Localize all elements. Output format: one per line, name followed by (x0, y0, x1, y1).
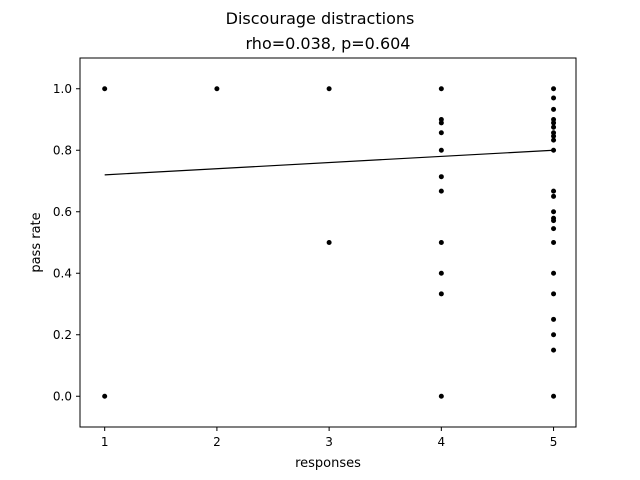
data-point (551, 347, 557, 353)
data-point (438, 291, 444, 297)
data-point (102, 393, 108, 399)
data-point (551, 270, 557, 276)
data-point (551, 188, 557, 194)
data-point (551, 240, 557, 245)
data-point (438, 240, 444, 245)
y-tick-label: 0.6 (53, 205, 72, 219)
x-tick-label: 4 (438, 435, 446, 449)
x-tick-label: 1 (101, 435, 109, 449)
data-point (214, 86, 220, 92)
data-point (551, 291, 557, 297)
data-point (551, 393, 557, 399)
data-point (326, 240, 332, 245)
y-tick-label: 0.2 (53, 328, 72, 342)
data-point (438, 174, 444, 180)
data-point (551, 209, 557, 215)
chart-title: Discourage distractions (226, 9, 415, 28)
data-point (551, 226, 557, 232)
data-point (551, 95, 557, 101)
data-point (438, 86, 444, 92)
data-point (551, 332, 557, 338)
y-tick-label: 1.0 (53, 82, 72, 96)
plot-marks (102, 86, 557, 399)
y-tick-label: 0.8 (53, 143, 72, 157)
data-point (438, 120, 444, 126)
x-tick-label: 2 (213, 435, 221, 449)
plot-frame (79, 57, 577, 428)
y-axis-label: pass rate (29, 212, 44, 272)
y-tick-label: 0.4 (53, 266, 72, 280)
data-point (438, 147, 444, 153)
data-point (551, 316, 557, 322)
data-point (551, 137, 557, 143)
data-point (326, 86, 332, 92)
data-point (551, 133, 557, 139)
x-tick-label: 3 (325, 435, 333, 449)
x-axis-label: responses (295, 456, 361, 471)
data-point (551, 86, 557, 92)
data-point (551, 218, 557, 224)
data-point (102, 86, 108, 92)
data-point (551, 120, 557, 126)
data-point (551, 124, 557, 130)
data-point (438, 270, 444, 276)
data-point (438, 188, 444, 194)
data-point (551, 106, 557, 112)
regression-line (104, 149, 554, 176)
y-tick-label: 0.0 (53, 389, 72, 403)
data-point (438, 130, 444, 136)
data-point (551, 193, 557, 199)
data-point (551, 147, 557, 153)
data-point (438, 393, 444, 399)
axis-ticks: 1 2 3 4 5 0.0 0.2 0.4 0.6 0.8 1.0 (53, 82, 557, 449)
chart-subtitle: rho=0.038, p=0.604 (246, 34, 411, 53)
x-tick-label: 5 (550, 435, 558, 449)
